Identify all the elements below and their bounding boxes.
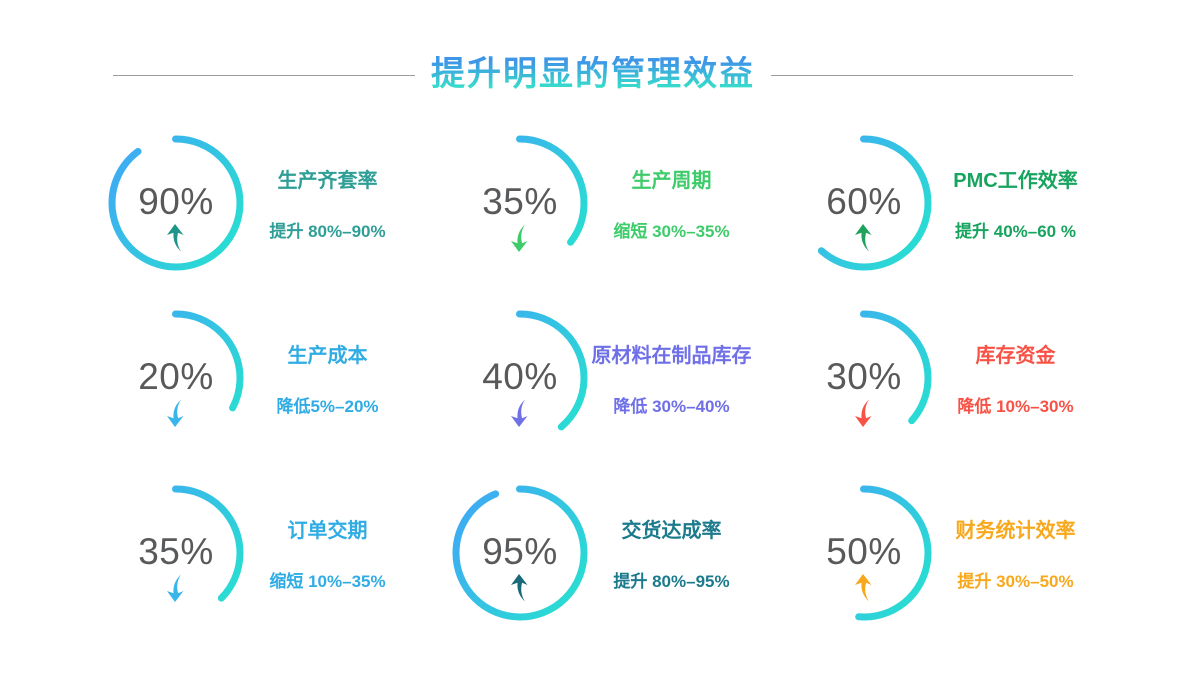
title-divider-right [771,74,1073,76]
progress-ring: 35% [450,133,590,273]
curved-up-arrow-icon [511,573,528,601]
metric-card: 50% 财务统计效率 提升 30%–50% [788,465,1132,640]
metric-info: 库存资金 降低 10%–30% [934,339,1132,417]
ring-center: 35% [450,133,590,273]
metric-card: 35% 订单交期 缩短 10%–35% [100,465,444,640]
metric-info: 生产齐套率 提升 80%–90% [246,164,444,242]
metric-info: 生产成本 降低5%–20% [246,339,444,417]
metric-info: 原材料在制品库存 降低 30%–40% [590,339,788,417]
metric-title: 原材料在制品库存 [591,344,752,367]
metric-card: 60% PMC工作效率 提升 40%–60 % [788,115,1132,290]
ring-center: 40% [450,308,590,448]
progress-arc [108,135,244,270]
metric-info: 财务统计效率 提升 30%–50% [934,514,1132,592]
metric-title: 订单交期 [287,519,368,542]
progress-arc [452,310,588,445]
progress-arc [452,135,588,270]
progress-arc [796,310,932,445]
metric-subtitle: 提升 80%–90% [269,221,386,241]
metric-title: 交货达成率 [621,519,722,542]
metric-info: 生产周期 缩短 30%–35% [590,164,788,242]
ring-center: 35% [106,483,246,623]
progress-ring: 60% [794,133,934,273]
ring-center: 20% [106,308,246,448]
metric-card: 90% 生产齐套率 提升 80%–90% [100,115,444,290]
metric-value: 90% [138,180,214,222]
progress-ring: 20% [106,308,246,448]
metric-subtitle: 降低 30%–40% [613,396,730,416]
progress-arc [108,485,244,620]
ring-center: 50% [794,483,934,623]
progress-ring: 30% [794,308,934,448]
curved-down-arrow-icon [511,224,528,252]
metric-card: 20% 生产成本 降低5%–20% [100,290,444,465]
progress-ring: 40% [450,308,590,448]
metric-info: PMC工作效率 提升 40%–60 % [934,164,1132,242]
curved-down-arrow-icon [855,399,872,427]
metric-card: 40% 原材料在制品库存 降低 30%–40% [444,290,788,465]
curved-down-arrow-icon [511,399,528,427]
metric-subtitle: 提升 40%–60 % [955,221,1076,241]
metric-title: 库存资金 [975,344,1056,367]
curved-up-arrow-icon [855,573,872,601]
title-divider-left [113,74,415,76]
page-title: 提升明显的管理效益 [431,55,755,94]
metric-value: 60% [826,180,902,222]
slide-header: 提升明显的管理效益 [0,40,1186,110]
metric-value: 35% [138,530,214,572]
metric-value: 35% [482,180,558,222]
metric-card: 95% 交货达成率 提升 80%–95% [444,465,788,640]
ring-center: 30% [794,308,934,448]
curved-up-arrow-icon [167,223,184,251]
metric-subtitle: 缩短 10%–35% [269,571,386,591]
metric-title: 生产周期 [631,169,712,192]
metric-value: 95% [482,530,558,572]
curved-up-arrow-icon [855,223,872,251]
metric-title: PMC工作效率 [953,169,1078,192]
curved-down-arrow-icon [167,399,184,427]
metrics-grid: 90% 生产齐套率 提升 80%–90% 35% 生产周期 缩短 30%–35%… [100,115,1132,640]
ring-center: 95% [450,483,590,623]
metric-value: 20% [138,355,214,397]
progress-arc [796,485,932,620]
metric-subtitle: 提升 80%–95% [613,571,730,591]
metric-subtitle: 缩短 30%–35% [613,221,730,241]
metric-title: 生产齐套率 [277,169,378,192]
metric-card: 35% 生产周期 缩短 30%–35% [444,115,788,290]
progress-ring: 95% [450,483,590,623]
metric-value: 50% [826,530,902,572]
metric-value: 30% [826,355,902,397]
metric-subtitle: 降低5%–20% [276,396,379,416]
progress-arc [796,135,932,270]
progress-ring: 35% [106,483,246,623]
progress-arc [108,310,244,445]
progress-ring: 50% [794,483,934,623]
ring-center: 60% [794,133,934,273]
metric-info: 订单交期 缩短 10%–35% [246,514,444,592]
metric-card: 30% 库存资金 降低 10%–30% [788,290,1132,465]
curved-down-arrow-icon [167,574,184,602]
metric-title: 财务统计效率 [955,519,1076,542]
metric-subtitle: 降低 10%–30% [957,396,1074,416]
metric-info: 交货达成率 提升 80%–95% [590,514,788,592]
progress-arc [452,485,588,620]
ring-center: 90% [106,133,246,273]
metric-subtitle: 提升 30%–50% [957,571,1074,591]
metric-title: 生产成本 [287,344,368,367]
progress-ring: 90% [106,133,246,273]
metric-value: 40% [482,355,558,397]
